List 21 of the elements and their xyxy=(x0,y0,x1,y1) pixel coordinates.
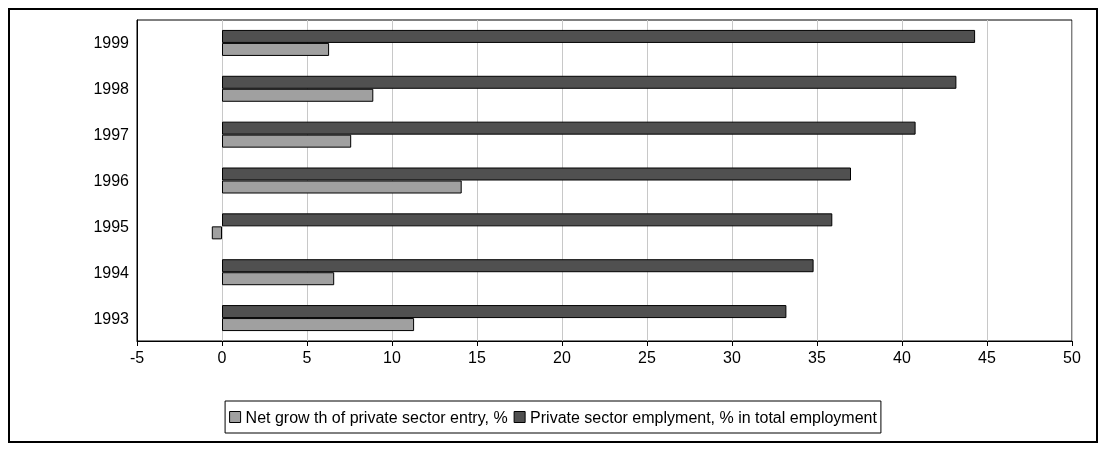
y-tick-label: 1996 xyxy=(93,172,130,189)
y-tick-label: 1995 xyxy=(93,217,130,235)
x-tick-label: 0 xyxy=(217,348,227,366)
x-tick-label: 20 xyxy=(553,348,571,366)
y-tick-label: 1994 xyxy=(93,263,130,281)
x-tick-label: 15 xyxy=(468,348,486,366)
x-tick-label: 45 xyxy=(978,348,996,366)
x-tick-label: 25 xyxy=(638,348,656,366)
legend-label: Net grow th of private sector entry, % xyxy=(245,408,508,426)
x-tick-label: 5 xyxy=(302,348,312,366)
y-tick-label: 1999 xyxy=(93,34,130,52)
x-tick-label: 35 xyxy=(808,348,826,366)
x-tick-label: 40 xyxy=(893,348,911,366)
x-tick-label: 50 xyxy=(1063,348,1081,366)
x-tick-label: -5 xyxy=(129,348,145,366)
y-tick-label: 1997 xyxy=(93,126,130,144)
y-tick-label: 1998 xyxy=(93,80,130,98)
legend-label: Private sector emplyment, % in total employment xyxy=(530,408,878,426)
x-tick-label: 10 xyxy=(383,348,401,366)
y-tick-label: 1993 xyxy=(93,309,130,327)
x-tick-label: 30 xyxy=(723,348,741,366)
